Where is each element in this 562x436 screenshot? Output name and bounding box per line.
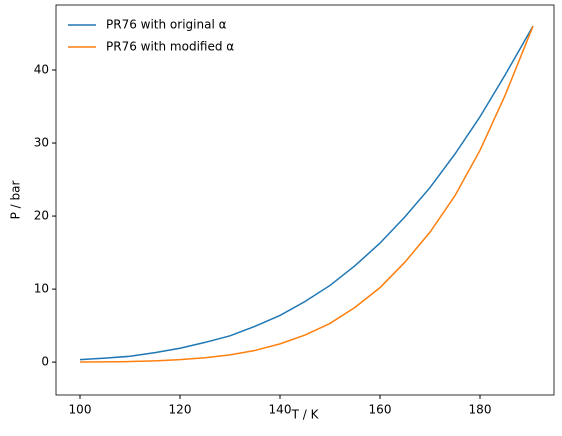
line-series [79,25,534,363]
y-tick-label: 30 [34,136,49,150]
y-tick-label: 10 [34,282,49,296]
x-axis-label: T / K [291,408,320,422]
x-tick-label: 140 [269,403,292,417]
x-tick-label: 160 [369,403,392,417]
plot-frame [55,4,555,396]
x-tick-label: 180 [469,403,492,417]
legend-label: PR76 with original α [106,18,227,32]
y-axis-label: P / bar [9,181,23,220]
line-series [79,25,534,361]
y-tick-label: 20 [34,209,49,223]
y-tick-label: 0 [41,355,49,369]
x-tick-label: 100 [69,403,92,417]
y-tick-label: 40 [34,63,49,77]
x-tick-label: 120 [169,403,192,417]
legend-label: PR76 with modified α [106,40,234,54]
